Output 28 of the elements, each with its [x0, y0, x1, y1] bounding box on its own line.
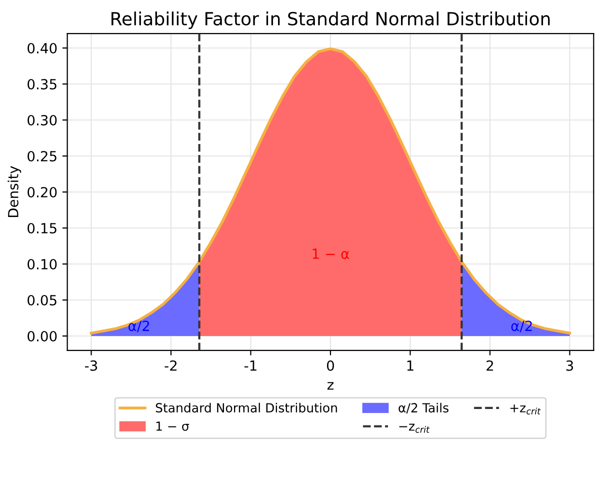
annotation: α/2 [511, 320, 532, 332]
y-tick-label: 0.30 [28, 114, 57, 126]
chart-title: Reliability Factor in Standard Normal Distribution [112, 12, 550, 30]
legend-label: +z$_{crit}$ [510, 404, 541, 414]
legend-label: −z$_{crit}$ [399, 424, 430, 433]
y-tick-label: 0.10 [28, 258, 57, 270]
legend-label: α/2 Tails [398, 402, 448, 414]
x-axis-title: z [327, 382, 334, 390]
x-tick-label: -3 [85, 360, 98, 371]
y-tick-label: 0.15 [28, 222, 56, 234]
y-tick-label: 0.40 [28, 42, 57, 54]
y-tick-label: 0.05 [28, 294, 56, 306]
legend-label: Standard Normal Distribution [156, 402, 337, 413]
legend-label: 1 − σ [156, 422, 189, 431]
y-axis-title: Density [8, 166, 22, 218]
x-tick-label: -2 [164, 360, 177, 371]
x-tick-label: -1 [244, 360, 256, 371]
annotation: 1 − α [312, 248, 350, 259]
line-series [90, 47, 572, 335]
x-tick-label: 0 [326, 360, 334, 371]
x-tick-label: 1 [407, 360, 414, 371]
annotation: α/2 [128, 320, 150, 332]
y-tick-label: 0.20 [28, 186, 57, 198]
y-tick-label: 0.35 [28, 78, 56, 90]
x-tick-label: 2 [486, 360, 493, 371]
y-tick-label: 0.00 [28, 330, 57, 342]
x-tick-label: 3 [566, 360, 574, 371]
y-tick-label: 0.25 [28, 150, 56, 162]
